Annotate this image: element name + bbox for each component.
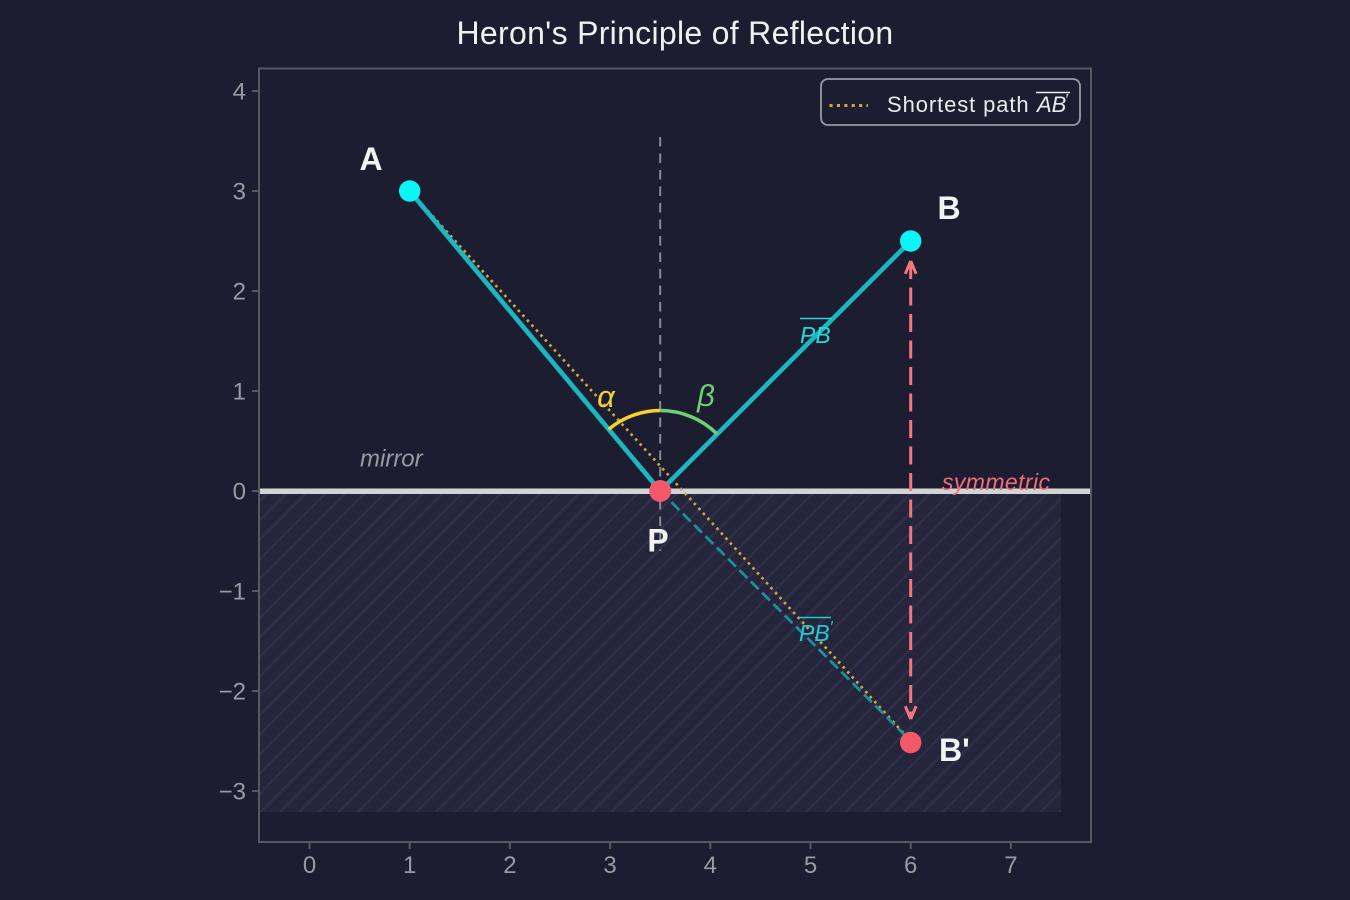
svg-text:mirror: mirror [360,446,424,473]
svg-text:Heron's Principle of Reflectio: Heron's Principle of Reflection [457,15,894,51]
svg-text:AB: AB [1035,92,1066,117]
svg-text:P: P [647,523,668,559]
svg-text:−1: −1 [219,579,246,606]
svg-text:3: 3 [603,852,616,879]
svg-text:β: β [696,378,715,413]
svg-text:2: 2 [233,279,246,306]
svg-text:′: ′ [1065,91,1069,108]
svg-text:0: 0 [233,479,246,506]
svg-text:2: 2 [503,852,516,879]
svg-text:symmetric: symmetric [942,469,1050,495]
svg-text:−2: −2 [219,679,246,706]
svg-text:−3: −3 [219,779,246,806]
svg-text:Shortest path: Shortest path [887,92,1030,117]
svg-text:3: 3 [233,179,246,206]
svg-text:0: 0 [303,852,316,879]
svg-text:α: α [597,379,616,414]
svg-text:B': B' [939,732,970,768]
svg-text:5: 5 [804,852,817,879]
svg-text:1: 1 [403,852,416,879]
svg-text:B: B [937,190,960,226]
svg-text:7: 7 [1004,852,1017,879]
svg-text:1: 1 [233,379,246,406]
svg-text:4: 4 [233,79,246,106]
svg-text:PB′: PB′ [799,619,834,646]
svg-text:A: A [359,141,382,177]
svg-text:PB: PB [800,322,831,348]
svg-text:4: 4 [704,852,717,879]
svg-text:6: 6 [904,852,917,879]
